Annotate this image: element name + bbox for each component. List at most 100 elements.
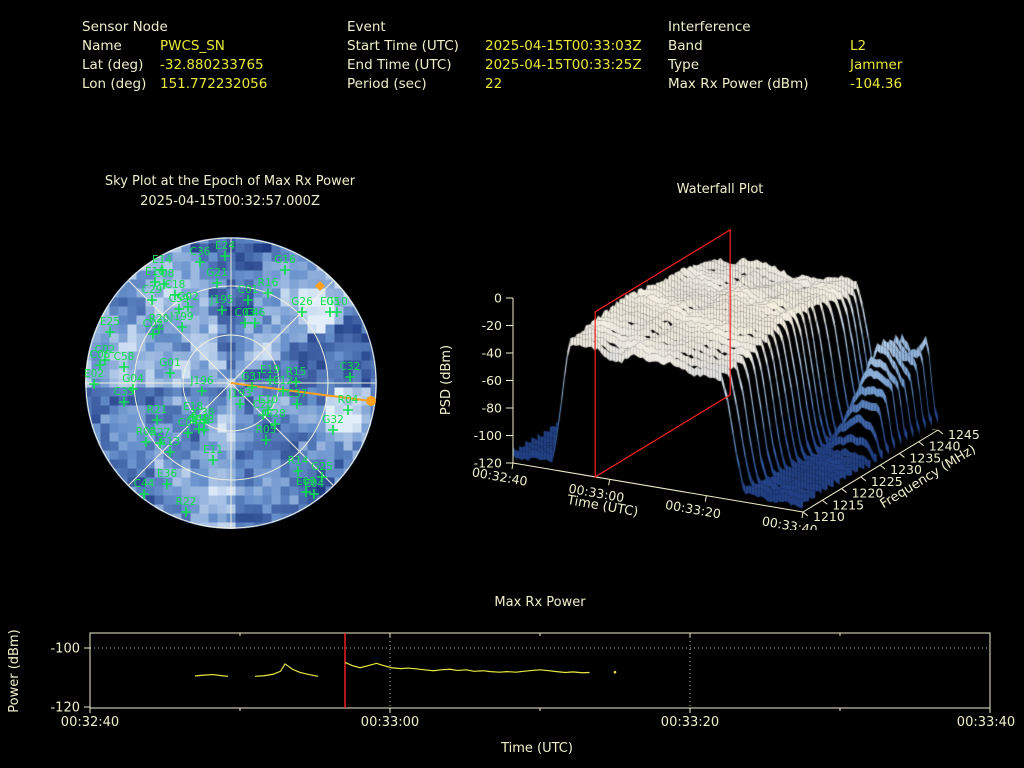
satellite-E02: E02 <box>84 368 104 389</box>
satellite-C59: C59 <box>169 293 190 314</box>
svg-text:C29: C29 <box>142 284 163 296</box>
satellite-E04: E04 <box>304 478 324 499</box>
svg-text:1230: 1230 <box>890 462 922 477</box>
svg-text:E16: E16 <box>145 266 165 278</box>
field-label: Max Rx Power (dBm) <box>668 76 809 92</box>
satellite-G01: G01 <box>159 357 181 378</box>
satellite-J195: J195 <box>209 294 234 315</box>
satellite-E09: E09 <box>296 476 316 497</box>
satellite-J199: J199 <box>169 311 194 332</box>
header-row: Type Jammer <box>668 56 902 75</box>
field-label: Type <box>668 57 700 73</box>
header-section-sensor: Sensor Node Name PWCS_SN Lat (deg) -32.8… <box>82 18 267 94</box>
field-value: Jammer <box>850 57 903 73</box>
field-label: Lon (deg) <box>82 76 147 92</box>
svg-text:-120: -120 <box>50 701 80 716</box>
svg-text:00:33:20: 00:33:20 <box>664 497 722 522</box>
svg-text:E24: E24 <box>215 240 235 252</box>
svg-text:G02: G02 <box>177 291 199 303</box>
header-row: Lat (deg) -32.880233765 <box>82 56 267 75</box>
svg-text:C58: C58 <box>114 351 135 363</box>
interference-sky-marker <box>315 281 325 291</box>
section-title: Sensor Node <box>82 19 168 35</box>
svg-text:R05: R05 <box>256 424 277 436</box>
svg-text:J199: J199 <box>169 311 193 323</box>
svg-text:1210: 1210 <box>813 509 845 524</box>
svg-text:G32: G32 <box>322 414 344 426</box>
satellite-C45: C45 <box>189 413 209 434</box>
field-label: Period (sec) <box>347 76 427 92</box>
power-chart: Max Rx Power Power (dBm) Time (UTC) 00:3… <box>7 595 1015 756</box>
satellite-R05: R05 <box>256 424 277 445</box>
svg-text:C04: C04 <box>178 417 199 429</box>
event-time-plane <box>594 228 731 478</box>
svg-text:C06: C06 <box>90 349 111 361</box>
svg-text:C02: C02 <box>95 344 116 356</box>
satellite-R08: R08 <box>136 426 156 447</box>
svg-text:C32: C32 <box>340 361 361 373</box>
satellite-C06: C06 <box>90 349 111 370</box>
satellite-G21: G21 <box>206 267 228 288</box>
satellite-G04: G04 <box>122 373 144 394</box>
svg-text:C44: C44 <box>134 478 155 490</box>
svg-text:C48: C48 <box>194 414 215 426</box>
satellite-C32: C32 <box>340 361 361 382</box>
satellite-C08: C08 <box>154 268 175 289</box>
svg-text:00:33:40: 00:33:40 <box>761 513 819 530</box>
svg-text:R16: R16 <box>258 277 279 289</box>
svg-text:00:32:40: 00:32:40 <box>61 715 119 730</box>
svg-text:1240: 1240 <box>929 439 961 454</box>
field-label: Start Time (UTC) <box>347 38 459 54</box>
svg-text:0: 0 <box>494 291 502 306</box>
satellite-R15: R15 <box>286 366 306 387</box>
satellite-C36: C36 <box>190 246 211 267</box>
svg-text:C59: C59 <box>169 293 190 305</box>
svg-text:C46: C46 <box>245 307 266 319</box>
header-row: End Time (UTC) 2025-04-15T00:33:25Z <box>347 56 642 75</box>
interference-edge-dot <box>366 396 376 406</box>
header-row: Name PWCS_SN <box>82 37 267 56</box>
svg-text:E19: E19 <box>260 364 280 376</box>
field-value: 2025-04-15T00:33:03Z <box>485 38 642 54</box>
field-value: 22 <box>485 76 503 92</box>
power-x-axis-label: Time (UTC) <box>500 741 573 756</box>
header-row: Period (sec) 22 <box>347 75 642 94</box>
svg-text:-40: -40 <box>482 346 502 361</box>
satellite-C04: C04 <box>178 417 199 438</box>
svg-text:C05: C05 <box>143 318 164 330</box>
svg-text:E12: E12 <box>273 375 293 387</box>
satellite-C18: C18 <box>165 279 186 300</box>
satellite-E13: E13 <box>160 436 180 457</box>
header-row: Max Rx Power (dBm) -104.36 <box>668 75 902 94</box>
svg-text:G01: G01 <box>159 357 181 369</box>
section-title: Interference <box>668 19 751 35</box>
svg-text:G25: G25 <box>311 461 333 473</box>
svg-text:E13: E13 <box>160 436 180 448</box>
satellite-G31: G31 <box>241 371 263 392</box>
svg-text:E14: E14 <box>152 254 172 266</box>
svg-text:G16: G16 <box>274 254 296 266</box>
satellite-C20: C20 <box>253 399 273 420</box>
satellite-R14: R14 <box>288 455 309 476</box>
power-chart-title: Max Rx Power <box>494 595 586 610</box>
svg-text:C18: C18 <box>165 279 186 291</box>
satellite-R27: R27 <box>150 427 171 448</box>
svg-text:-120: -120 <box>474 456 502 471</box>
field-label: Band <box>668 38 703 54</box>
satellite-E19: E19 <box>260 364 280 385</box>
svg-text:C08: C08 <box>154 268 175 280</box>
svg-text:1215: 1215 <box>832 497 864 512</box>
header-section-interference: Interference Band L2 Type Jammer Max Rx … <box>668 18 902 94</box>
svg-text:C38: C38 <box>194 407 215 419</box>
satellite-G10: G10 <box>326 296 348 317</box>
satellite-E25: E25 <box>100 316 120 337</box>
svg-text:R27: R27 <box>150 427 171 439</box>
satellite-C48: C48 <box>194 414 215 435</box>
satellite-C46: C46 <box>245 307 266 328</box>
field-value: PWCS_SN <box>160 38 225 54</box>
svg-text:E10: E10 <box>258 394 278 406</box>
svg-text:R21: R21 <box>147 404 168 416</box>
svg-text:-100: -100 <box>474 428 502 443</box>
